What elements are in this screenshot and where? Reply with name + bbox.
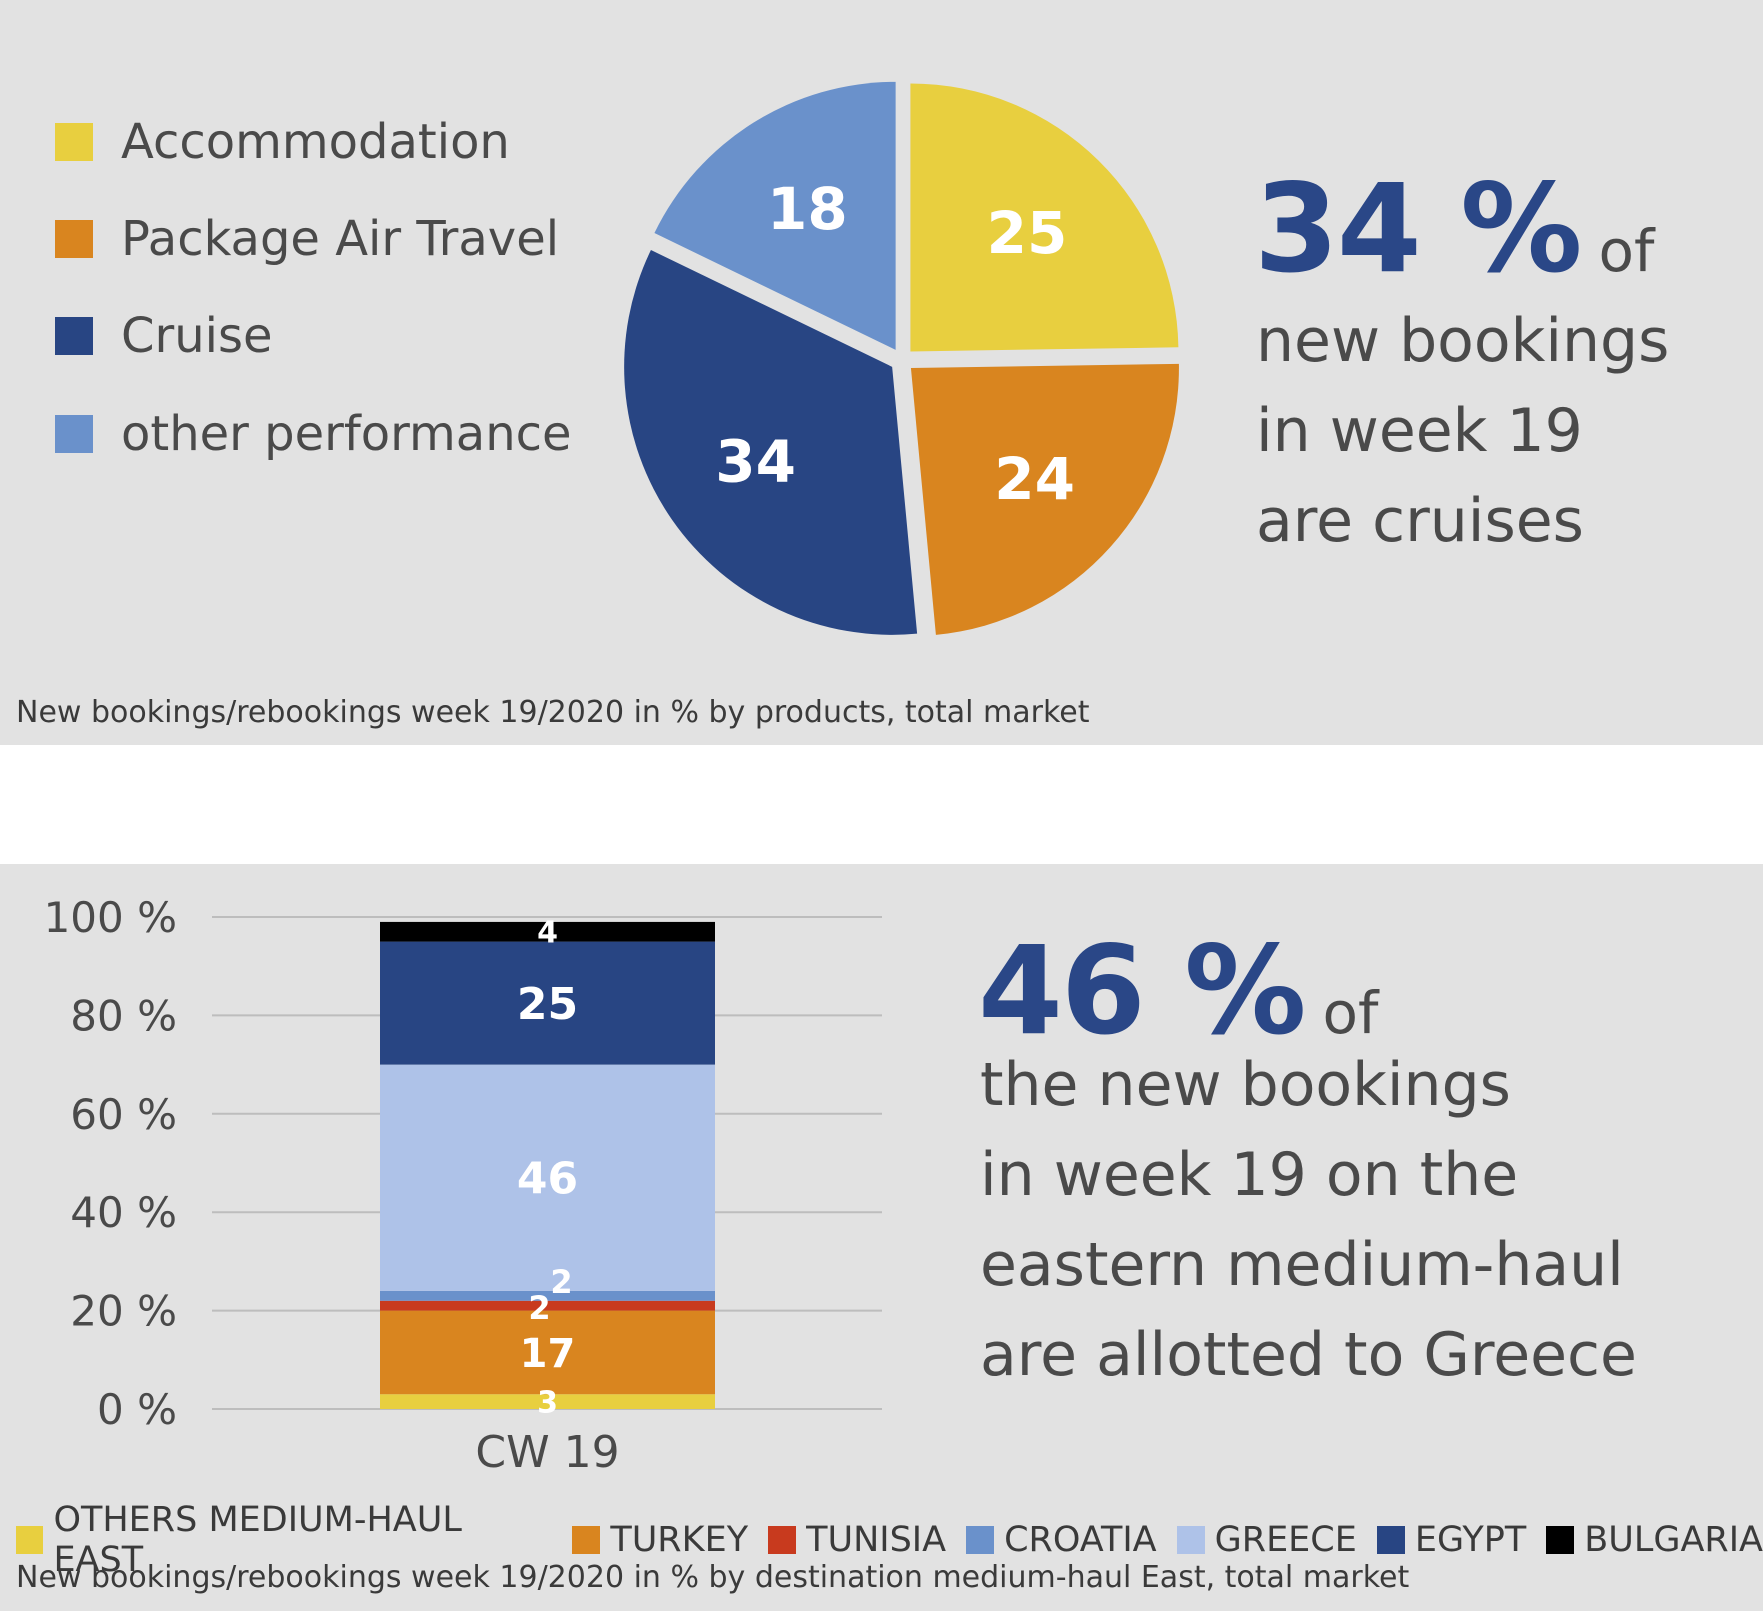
legend-label: Cruise: [121, 308, 273, 364]
legend-item-turkey: TURKEY: [572, 1520, 748, 1560]
bar-segment-bulgaria: [380, 921, 715, 942]
pie-slice-package-air-travel: [910, 363, 1179, 635]
product-panel: Accommodation Package Air Travel Cruise …: [0, 0, 1763, 745]
bar-data-label: 4: [537, 916, 558, 951]
legend-label: TUNISIA: [806, 1520, 947, 1560]
legend-item-accommodation: Accommodation: [55, 114, 510, 170]
pie-slice-other-performance: [654, 81, 896, 350]
legend-swatch: [572, 1526, 601, 1554]
legend-item-bulgaria: BULGARIA: [1546, 1520, 1763, 1560]
pie-slice-cruise: [624, 250, 918, 635]
legend-item-cruise: Cruise: [55, 308, 273, 364]
legend-swatch: [1176, 1526, 1205, 1554]
bar-segment-turkey: [380, 1310, 715, 1395]
headline-of: of: [1598, 217, 1655, 285]
pie-slice-accommodation: [910, 83, 1179, 352]
legend-item-others-medium-haul-east: OTHERS MEDIUM-HAUL EAST: [16, 1500, 552, 1580]
legend-label: OTHERS MEDIUM-HAUL EAST: [53, 1500, 462, 1580]
pie-data-label: 34: [715, 428, 796, 496]
bar-segment-others-medium-haul-east: [380, 1394, 715, 1409]
pie-data-label: 25: [987, 199, 1068, 267]
legend-swatch: [55, 123, 93, 161]
greece-headline: 46 % of: [978, 920, 1378, 1062]
legend-item-greece: GREECE: [1176, 1520, 1357, 1560]
headline-number: 34 %: [1254, 158, 1582, 300]
y-tick-label: 100 %: [44, 893, 177, 942]
headline-line: new bookings: [1256, 306, 1670, 376]
legend-swatch: [55, 317, 93, 355]
bar-segment-egypt: [380, 941, 715, 1065]
legend-swatch: [966, 1526, 995, 1554]
legend-swatch: [768, 1526, 797, 1554]
bar-data-label: 46: [517, 1154, 578, 1205]
bar-legend: OTHERS MEDIUM-HAUL EAST TURKEY TUNISIA C…: [16, 1500, 1763, 1580]
pie-data-label: 18: [767, 175, 848, 243]
headline-line: in week 19 on the: [980, 1140, 1519, 1210]
headline-of: of: [1322, 979, 1379, 1047]
bar-data-label: 3: [537, 1385, 558, 1420]
legend-label: GREECE: [1214, 1520, 1357, 1560]
bar-caption: New bookings/rebookings week 19/2020 in …: [16, 1560, 1410, 1595]
legend-item-other-performance: other performance: [55, 406, 572, 462]
legend-label: CROATIA: [1004, 1520, 1157, 1560]
pie-caption: New bookings/rebookings week 19/2020 in …: [16, 695, 1090, 730]
legend-item-tunisia: TUNISIA: [768, 1520, 946, 1560]
destination-panel: 0 % 20 % 40 % 60 % 80 % 100 % 3 17 2 2 46 25 4 CW 19 …: [0, 864, 1763, 1611]
bar-data-label: 2: [550, 1263, 572, 1301]
bar-data-label: 25: [517, 979, 578, 1030]
legend-label: EGYPT: [1414, 1520, 1527, 1560]
headline-number: 46 %: [978, 920, 1306, 1062]
y-tick-label: 20 %: [70, 1287, 177, 1336]
legend-swatch: [16, 1526, 44, 1554]
bar-data-label: 17: [520, 1331, 576, 1377]
legend-label: Accommodation: [121, 114, 510, 170]
y-tick-label: 40 %: [70, 1188, 177, 1237]
headline-line: eastern medium-haul: [980, 1230, 1624, 1300]
bar-segment-tunisia: [380, 1300, 715, 1311]
pie-chart: 25 24 34 18: [624, 81, 1179, 635]
y-tick-label: 0 %: [97, 1385, 177, 1434]
legend-item-package-air-travel: Package Air Travel: [55, 211, 559, 267]
headline-line: the new bookings: [980, 1050, 1511, 1120]
legend-item-croatia: CROATIA: [966, 1520, 1157, 1560]
headline-line: are allotted to Greece: [980, 1320, 1637, 1390]
legend-label: other performance: [121, 406, 572, 462]
legend-item-egypt: EGYPT: [1376, 1520, 1527, 1560]
legend-swatch: [1546, 1526, 1575, 1554]
legend-swatch: [55, 220, 93, 258]
cruise-headline: 34 % of: [1254, 158, 1654, 300]
legend-label: Package Air Travel: [121, 211, 560, 267]
pie-data-label: 24: [994, 445, 1075, 513]
headline-line: in week 19: [1256, 396, 1583, 466]
bar-data-label: 2: [528, 1289, 550, 1327]
y-tick-label: 80 %: [70, 991, 177, 1040]
headline-line: are cruises: [1256, 486, 1584, 556]
legend-swatch: [1376, 1526, 1405, 1554]
bar-segment-croatia: [380, 1290, 715, 1301]
x-category-label: CW 19: [475, 1427, 619, 1478]
stacked-bar-chart: 0 % 20 % 40 % 60 % 80 % 100 % 3 17 22 46 25 4 CW 19: [44, 893, 882, 1478]
bar-segment-greece: [380, 1064, 715, 1291]
y-tick-label: 60 %: [70, 1090, 177, 1139]
legend-swatch: [55, 415, 93, 453]
legend-label: TURKEY: [610, 1520, 749, 1560]
legend-label: BULGARIA: [1584, 1520, 1763, 1560]
